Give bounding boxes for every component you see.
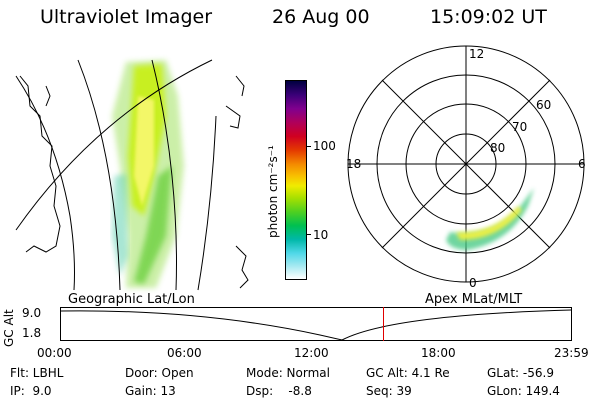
lat-label-60: 60 [536,98,552,112]
right-panel-label: Apex MLat/MLT [425,292,523,307]
mlt-label-18: 18 [346,157,362,171]
lat-lon-grid [15,59,217,291]
status-ip: IP: 9.0 [10,384,52,398]
time-tick-1800: 18:00 [421,346,456,360]
time-tick-1200: 12:00 [294,346,329,360]
altitude-axis-label: GC Alt [2,309,16,347]
polar-mlt-plot [347,45,585,283]
time-tick-0600: 06:00 [167,346,202,360]
time-tick-0000: 00:00 [37,346,72,360]
lat-label-80: 80 [490,141,506,155]
colorbar [285,80,307,280]
colorbar-label-100: 100 [313,139,336,153]
time-label: 15:09:02 UT [430,6,547,28]
date-label: 26 Aug 00 [272,6,370,28]
status-filter: Flt: LBHL [10,366,64,380]
status-door: Door: Open [125,366,194,380]
colorbar-label-10: 10 [313,228,329,242]
polar-aurora-oval [446,188,534,250]
mlt-label-12: 12 [469,47,485,61]
colorbar-tick-100 [306,146,311,147]
lat-label-70: 70 [512,120,528,134]
polar-grid [347,45,585,283]
left-panel-label: Geographic Lat/Lon [68,292,195,307]
time-tick-2359: 23:59 [554,346,589,360]
status-mode: Mode: Normal [246,366,330,380]
colorbar-tick-10 [306,234,311,235]
altitude-curve [59,309,572,341]
status-dsp: Dsp: -8.8 [246,384,312,398]
status-gain: Gain: 13 [125,384,176,398]
altitude-strip [59,307,572,341]
coastline [19,75,249,289]
status-glat: GLat: -56.9 [487,366,554,380]
status-gc-alt: GC Alt: 4.1 Re [366,366,450,380]
status-glon: GLon: 149.4 [487,384,560,398]
colorbar-unit-label: photon cm⁻²s⁻¹ [266,145,280,238]
altitude-tick-max: 9.0 [22,306,42,320]
aurora-emission [112,60,184,288]
geographic-map [15,59,249,291]
mlt-label-6: 6 [578,157,586,171]
status-seq: Seq: 39 [366,384,412,398]
instrument-title: Ultraviolet Imager [40,6,213,28]
mlt-label-0: 0 [469,276,477,290]
altitude-tick-min: 1.8 [22,326,42,340]
